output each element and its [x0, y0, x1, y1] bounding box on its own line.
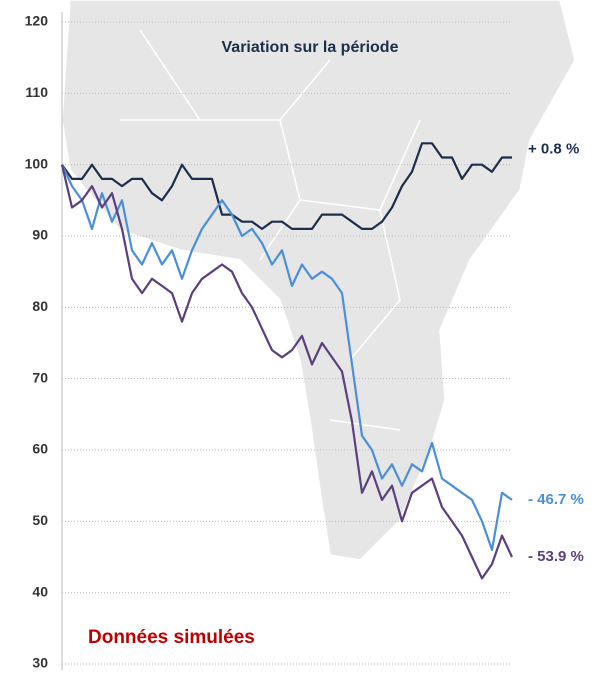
y-tick-label: 100	[25, 155, 49, 171]
series-label: - 53.9 %	[528, 548, 584, 565]
series-label: - 46.7 %	[528, 491, 584, 508]
series-line	[60, 164, 513, 580]
y-tick-label: 80	[32, 298, 48, 314]
note: Données simulées	[88, 627, 255, 648]
map-background	[61, 0, 576, 561]
y-tick-label: 120	[25, 13, 49, 29]
series-label: + 0.8 %	[528, 141, 579, 158]
y-tick-label: 60	[32, 441, 48, 457]
y-tick-label: 70	[32, 369, 48, 385]
y-tick-label: 90	[32, 227, 48, 243]
y-tick-label: 40	[32, 583, 48, 599]
chart-title: Variation sur la période	[222, 39, 399, 56]
series-line	[61, 164, 513, 551]
series-line	[61, 142, 512, 230]
y-tick-label: 110	[25, 84, 48, 100]
y-tick-label: 30	[32, 655, 48, 670]
map-borders	[120, 29, 421, 431]
y-tick-label: 50	[32, 512, 48, 528]
